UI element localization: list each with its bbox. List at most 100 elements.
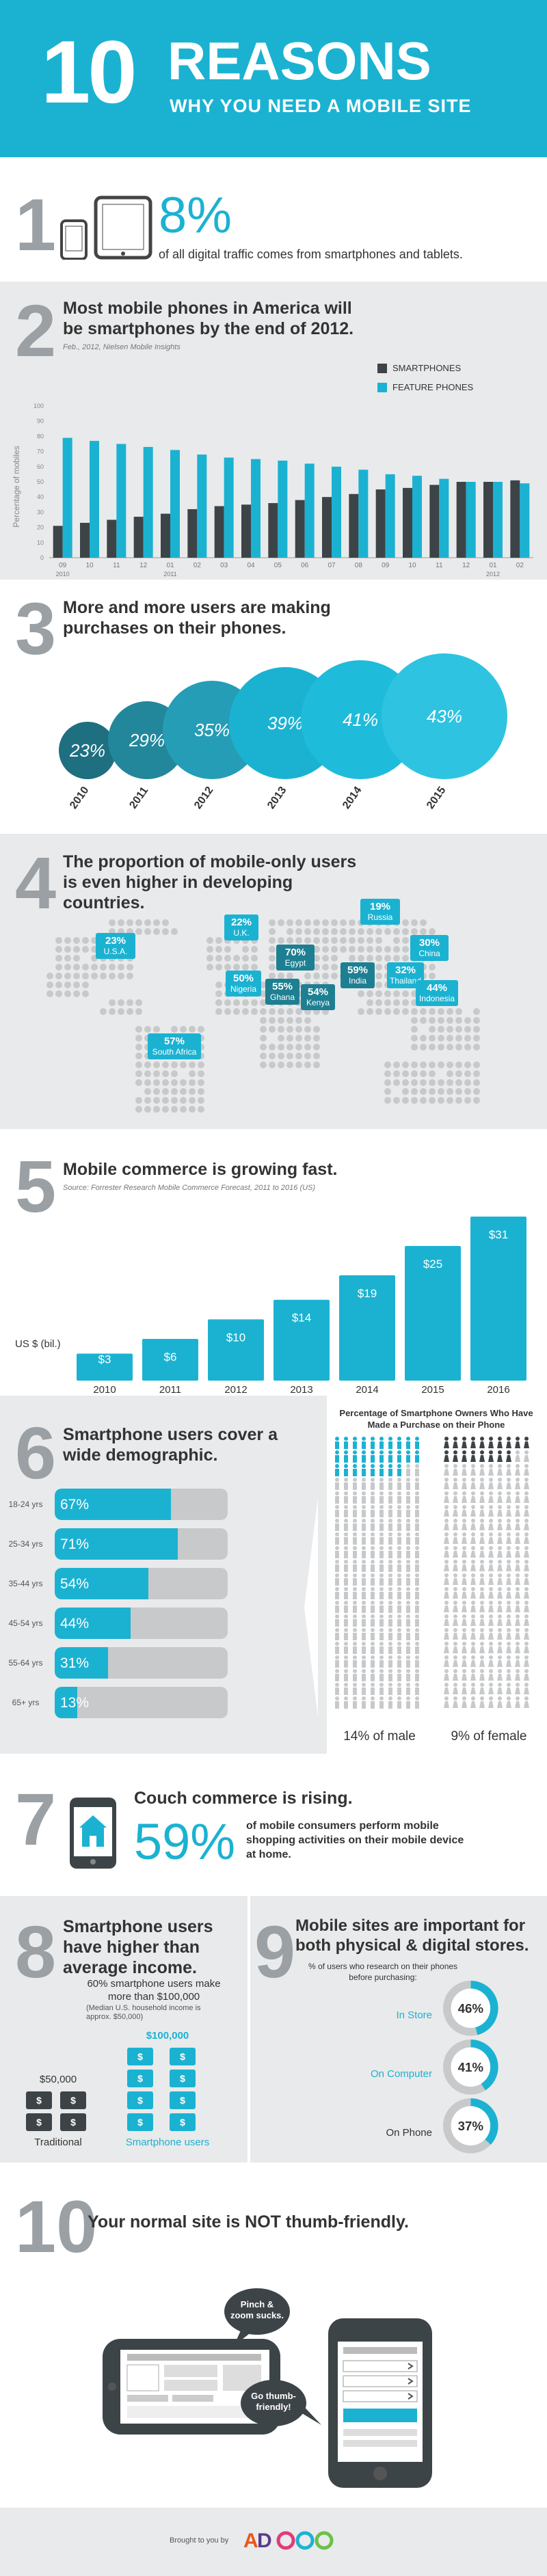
- bar-smartphones: [403, 487, 412, 558]
- female-icon: [453, 1450, 457, 1454]
- female-icon: [480, 1642, 484, 1646]
- x-tick-label: 08: [355, 562, 363, 569]
- male-icon: [397, 1642, 401, 1646]
- female-icon: [462, 1642, 466, 1646]
- map-dot: [55, 937, 62, 944]
- male-icon: [397, 1560, 401, 1564]
- male-icon: [335, 1464, 339, 1468]
- map-dot: [260, 999, 267, 1006]
- map-dot: [215, 999, 222, 1006]
- female-icon: [524, 1633, 529, 1640]
- male-icon: [406, 1551, 410, 1558]
- map-dot: [420, 928, 427, 935]
- male-icon: [379, 1519, 384, 1523]
- female-icon: [444, 1450, 449, 1454]
- map-dot: [260, 1061, 267, 1068]
- male-icon: [344, 1701, 348, 1709]
- map-dot: [278, 1026, 284, 1033]
- male-icon: [362, 1478, 366, 1482]
- male-icon: [397, 1505, 401, 1509]
- age-bar-value: 54%: [60, 1576, 90, 1592]
- male-icon: [353, 1496, 357, 1504]
- age-bar: 13%: [55, 1687, 228, 1718]
- female-icon: [506, 1469, 511, 1476]
- female-icon: [488, 1564, 494, 1571]
- female-icon: [453, 1469, 458, 1476]
- male-icon: [388, 1551, 392, 1558]
- female-icon: [498, 1683, 502, 1687]
- male-icon: [379, 1564, 384, 1572]
- male-icon: [406, 1505, 410, 1509]
- female-icon: [498, 1491, 502, 1495]
- female-icon: [453, 1564, 458, 1571]
- map-badge-egypt: 70% Egypt: [276, 945, 315, 971]
- female-icon: [488, 1537, 494, 1544]
- male-icon: [362, 1482, 366, 1490]
- map-dot: [411, 919, 418, 926]
- legend-label-smartphones: SMARTPHONES: [392, 363, 462, 373]
- map-dot: [286, 1061, 293, 1068]
- female-icon: [524, 1564, 529, 1571]
- map-dot: [304, 1035, 311, 1042]
- map-dot: [73, 973, 80, 979]
- male-icon: [397, 1450, 401, 1454]
- female-icon: [480, 1669, 484, 1673]
- brand-logo[interactable]: A D: [243, 2527, 339, 2554]
- male-icon: [371, 1605, 375, 1613]
- map-dot: [295, 1053, 302, 1059]
- research-ring: 37%: [443, 2098, 498, 2154]
- map-dot: [189, 1070, 196, 1077]
- female-icon: [470, 1564, 476, 1571]
- female-icon: [515, 1687, 520, 1694]
- map-dot: [144, 1106, 151, 1113]
- female-icon: [444, 1660, 449, 1667]
- female-icon: [453, 1510, 458, 1517]
- male-icon: [362, 1441, 366, 1449]
- male-icon: [353, 1674, 357, 1681]
- male-icon: [371, 1551, 375, 1558]
- map-badge-ghana: 55% Ghana: [265, 979, 299, 1005]
- male-icon: [353, 1455, 357, 1463]
- male-icon: [379, 1523, 384, 1531]
- map-dot: [331, 919, 338, 926]
- map-dot: [384, 1088, 391, 1095]
- bar-feature-phones: [304, 463, 315, 558]
- map-dot: [162, 1097, 169, 1104]
- map-dot: [144, 1026, 151, 1033]
- male-icon: [371, 1560, 375, 1564]
- map-dot: [411, 1044, 418, 1050]
- male-icon: [344, 1592, 348, 1599]
- male-icon: [379, 1478, 384, 1482]
- map-dot: [402, 946, 409, 953]
- research-intro: % of users who research on their phones …: [308, 1962, 458, 1982]
- male-icon: [344, 1573, 348, 1577]
- female-icon: [444, 1441, 449, 1448]
- map-dot: [393, 1070, 400, 1077]
- male-icon: [362, 1496, 366, 1504]
- female-icon: [515, 1537, 520, 1544]
- map-dot: [304, 1017, 311, 1024]
- male-icon: [397, 1592, 401, 1599]
- map-dot: [278, 973, 284, 979]
- male-icon: [344, 1669, 348, 1673]
- female-icon: [488, 1578, 494, 1585]
- map-dot: [393, 955, 400, 962]
- map-dot: [429, 1026, 436, 1033]
- bubble-thumb: Go thumb-friendly!: [251, 2391, 296, 2412]
- male-icon: [415, 1696, 419, 1700]
- male-icon: [388, 1441, 392, 1449]
- map-badge-nigeria: 50% Nigeria: [226, 971, 261, 996]
- male-icon: [406, 1491, 410, 1495]
- female-icon: [444, 1496, 449, 1503]
- female-icon: [488, 1510, 494, 1517]
- female-icon: [506, 1496, 511, 1503]
- map-dot: [384, 1061, 391, 1068]
- bar-value-label: $31: [489, 1228, 508, 1241]
- female-icon: [524, 1573, 529, 1577]
- female-icon: [480, 1628, 484, 1632]
- x-tick-label: 2012: [224, 1384, 247, 1396]
- commerce-bar: [274, 1299, 330, 1381]
- age-bar: 31%: [55, 1647, 228, 1679]
- male-icon: [335, 1441, 339, 1449]
- bar-feature-phones: [278, 460, 288, 558]
